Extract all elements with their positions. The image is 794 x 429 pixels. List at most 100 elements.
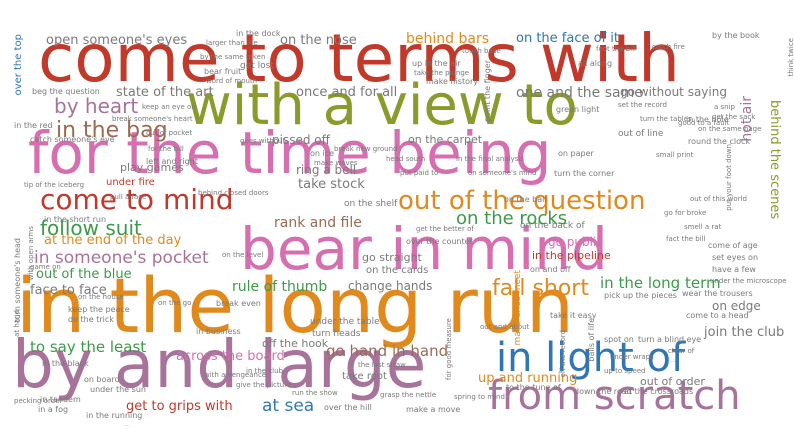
phrase-fall-short: fall short [492,276,589,301]
phrase-one-and-the-same: one and the same [516,85,643,101]
phrase-at-hand: on the go [158,299,192,307]
phrase-on-board: on board [84,375,120,384]
phrase-on-the-face-of-it: on the face of it [516,31,619,46]
phrase-for-the-time-being: for the time being [28,119,552,187]
phrase-out-of-order: out of order [640,375,705,388]
phrase-put-paid-to: head south [386,155,426,163]
phrase-in-the-works: think twice [787,38,794,77]
phrase-come-to-a-head: come to a head [686,311,749,320]
phrase-go-straight: go straight [362,251,422,264]
phrase-spot-on: spot on [604,335,634,344]
phrase-take-root: take root [342,371,387,382]
phrase-get-the-sack: small print [656,151,694,159]
phrase-come-of-age: come of age [708,241,758,250]
phrase-ring-a-bell: ring a bell [296,163,357,177]
phrase-on-the-shelf: on the shelf [344,199,398,209]
phrase-play-games: play games [120,161,184,174]
phrase-have-a-few: have a few [712,265,756,274]
phrase-under-fire: under fire [106,177,155,188]
phrase-by-the-book: by the book [712,31,760,40]
phrase-head-south: break new ground [334,145,398,153]
phrase-under-the-microscope: under the microscope [710,277,787,285]
phrase-on-the-ball: on the ball [504,195,547,204]
phrase-on-the-house: game on [30,263,61,271]
phrase-in-the-long-run: in the long run [16,261,575,350]
phrase-pick-up-the-pieces: pick up the pieces [604,291,677,300]
phrase-on-the-line: out of pocket [146,129,193,137]
phrase-in-the-club: at hand [13,310,21,337]
phrase-by-the-same-token: off the record [559,330,567,378]
phrase-out-of-pocket: make ends meet [513,270,523,346]
phrase-to-the-tune-of: to the tune of [506,383,561,392]
phrase-in-the-red: in the red [14,121,53,130]
phrase-behind-closed-doors: pull a face [110,193,147,201]
phrase-give-the-picture: in the club [246,367,283,375]
phrase-left-and-right: left and right [146,157,198,166]
phrase-follow-suit: follow suit [40,216,142,240]
phrase-on-the-rocks: on the rocks [456,208,568,229]
phrase-over-the-counter: behind closed doors [198,189,269,197]
phrase-break-even: break even [216,299,261,308]
phrase-wear-the-trousers: wear the trousers [682,289,753,298]
phrase-spring-to-mind: spring to mind [454,393,505,401]
phrase-catch-someones-eye: catch someone's eye [30,135,115,144]
phrase-take-stock: take stock [298,177,365,192]
phrase-rule-of-thumb: rule of thumb [232,279,328,295]
phrase-behind-bars: behind bars [406,31,489,47]
phrase-out-of-the-blue: out of the blue [36,267,132,282]
phrase-over-the-hill: over the hill [324,403,372,412]
phrase-face-to-face: face to face [30,283,107,298]
phrase-fact-the-bill: fact the bill [666,235,706,243]
phrase-on-and-off: a snip [714,103,735,111]
phrase-bear-fruit: bear fruit [204,67,242,76]
phrase-catch-fire: goes without [240,137,286,145]
phrase-on-the-cards: on the cards [366,265,429,276]
phrase-take-it-easy: out and about [480,323,530,331]
phrase-keep-the-peace: keep the peace [68,305,130,314]
phrase-game-on: take it easy [550,311,597,320]
phrase-with-open-arms: up to speed [604,367,646,375]
phrase-change-hands: change hands [348,279,433,293]
phrase-in-the-final-analysis: the last straw [358,361,406,369]
phrase-off-the-hook: off the hook [262,337,329,350]
phrase-good-to-a-fault: on the same page [698,125,762,133]
phrase-on-edge: on edge [712,299,761,313]
phrase-in-business: in business [196,327,241,336]
phrase-in-the-wings: by the same token [200,53,266,61]
phrase-under-wraps: in the loop [124,426,130,427]
phrase-out-of-line: out of line [618,129,664,139]
phrase-do-the-trick: do the trick [68,315,114,324]
phrase-get-lost: get lost [240,61,274,71]
phrase-under-the-sun: under the sun [90,385,146,394]
phrase-all-along: all along [578,59,613,68]
phrase-state-of-the-art: state of the art [116,85,214,100]
phrase-in-the-dock: in the dock [236,29,281,38]
phrase-beg-the-question: beg the question [32,87,100,96]
phrase-turn-heads: turn heads [312,329,361,339]
phrase-out-of-this-world: out of this world [690,195,747,203]
phrase-up-and-running: up and running [478,371,578,386]
phrase-word-of-mouth: word of mouth [206,77,258,85]
phrase-out-of-the-question: out of the question [398,186,646,216]
phrase-set-eyes-on: set eyes on [712,253,759,262]
phrase-up-in-the-air: up in the air [412,59,461,68]
phrase-pecking-order: larger than life [206,39,258,47]
phrase-on-ice: on and off [530,265,571,274]
phrase-at-the-crossroads: at the crossroads [624,387,694,396]
phrase-on-paper: on paper [558,149,594,158]
phrase-up-to-speed: under wraps [610,353,654,361]
phrase-in-the-pipeline: in the pipeline [532,249,611,262]
phrase-in-the-long-term: in the long term [600,274,721,292]
phrase-by-heart: by heart [54,94,139,118]
phrase-set-the-record: in the final analysis [456,155,524,163]
phrase-at-sea: at sea [262,396,315,416]
phrase-come-to-mind: come to mind [40,183,234,216]
phrase-foot-the-bill: get the sack [712,113,756,121]
phrase-bear-in-mind: bear in mind [240,215,608,283]
phrase-go-hand-in-hand: go hand in hand [326,342,449,360]
phrase-by-and-large: by and large [12,326,427,403]
phrase-in-someones-pocket: in someone's pocket [34,248,209,268]
phrase-in-the-hole: in the hole [686,115,729,124]
phrase-go-for-broke: go for broke [664,209,707,217]
